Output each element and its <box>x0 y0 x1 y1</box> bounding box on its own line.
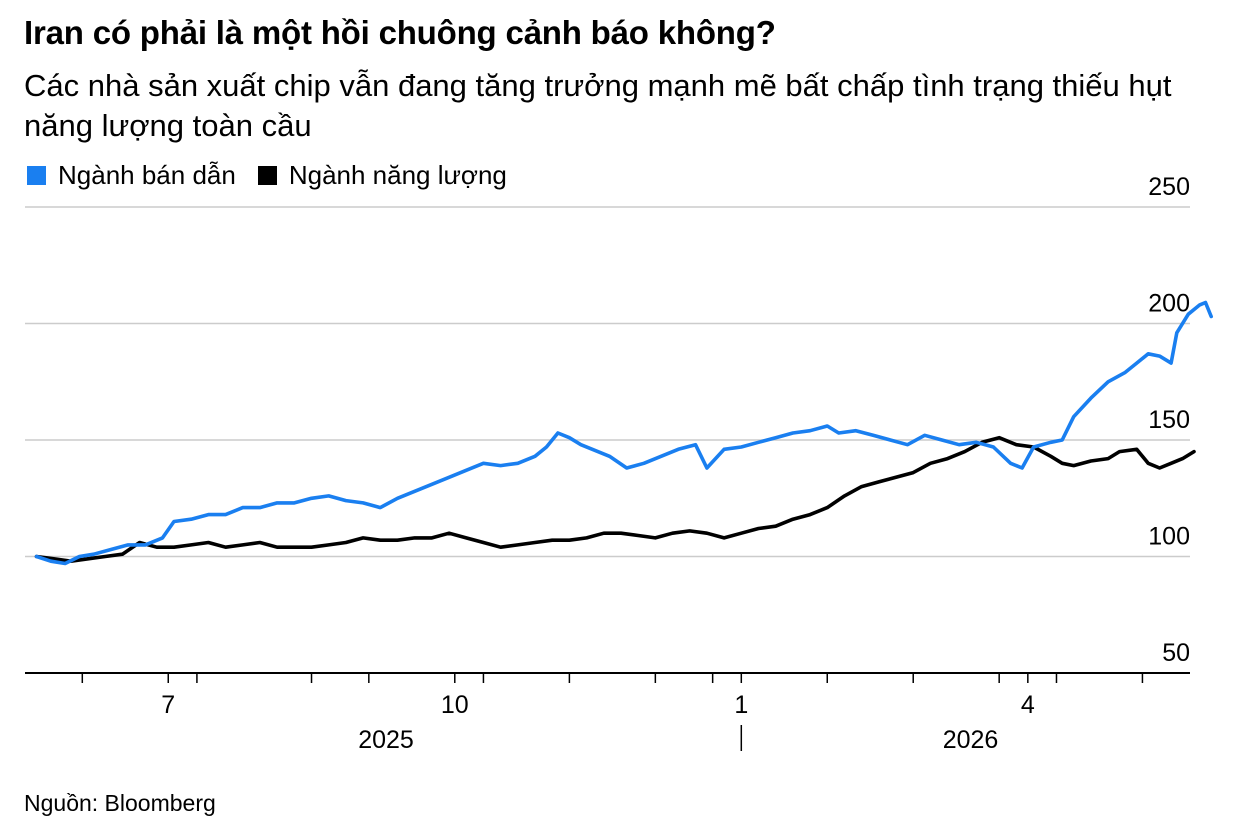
legend-label-semis: Ngành bán dẫn <box>58 160 236 190</box>
y-tick-label-100: 100 <box>1148 523 1190 551</box>
x-tick-label-4: 4 <box>1021 691 1035 719</box>
series-line-semis <box>34 300 1213 566</box>
y-tick-label-250: 250 <box>1148 173 1190 201</box>
line-chart: 50 100 150 200 250 7 10 1 4 2025 2026 <box>25 173 1213 754</box>
y-tick-label-50: 50 <box>1162 639 1190 667</box>
legend: Ngành bán dẫn Ngành năng lượng <box>27 160 529 191</box>
chart-subtitle: Các nhà sản xuất chip vẫn đang tăng trưở… <box>24 68 1172 143</box>
legend-label-energy: Ngành năng lượng <box>288 160 507 190</box>
legend-swatch-energy <box>257 166 277 185</box>
series-line-energy <box>34 435 1196 563</box>
legend-item-semis: Ngành bán dẫn <box>27 160 236 191</box>
year-label-2025: 2025 <box>358 726 414 754</box>
legend-swatch-semis <box>27 166 46 185</box>
year-label-2026: 2026 <box>943 726 999 754</box>
y-tick-label-150: 150 <box>1148 406 1190 434</box>
legend-item-energy: Ngành năng lượng <box>257 160 507 191</box>
chart-title: Iran có phải là một hồi chuông cảnh báo … <box>24 14 776 51</box>
y-tick-label-200: 200 <box>1148 290 1190 318</box>
source-note: Nguồn: Bloomberg <box>24 790 216 816</box>
x-tick-label-10: 10 <box>441 691 469 719</box>
x-tick-label-1: 1 <box>734 691 748 719</box>
x-tick-label-7: 7 <box>161 691 175 719</box>
